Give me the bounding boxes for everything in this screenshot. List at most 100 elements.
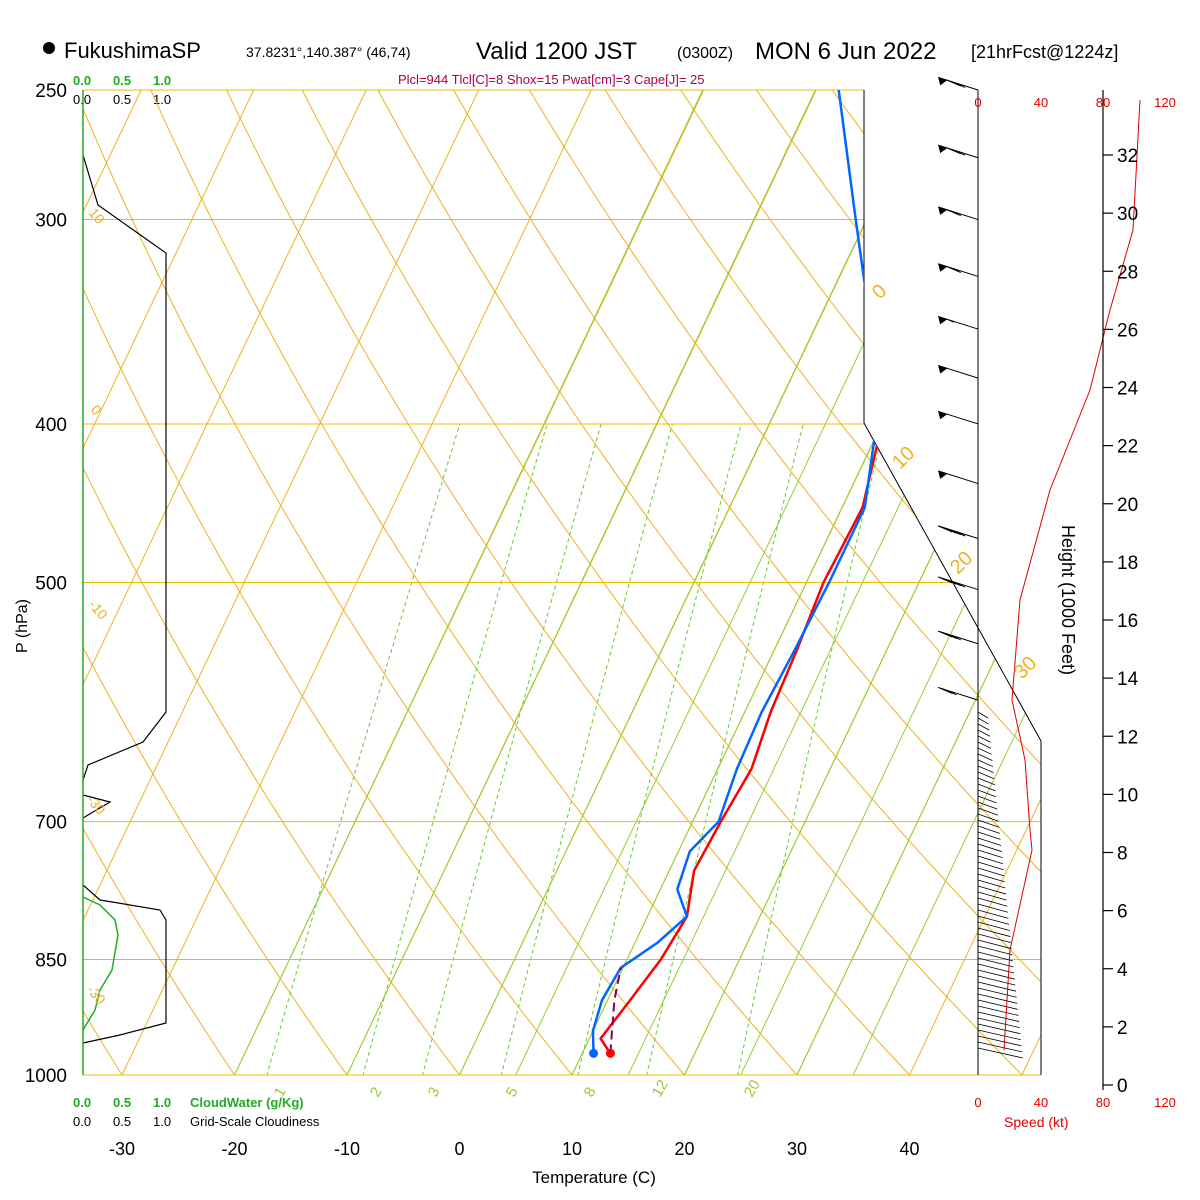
wind-barb-low <box>977 855 1004 865</box>
temperature-tick-label: -20 <box>221 1139 247 1159</box>
speed-line <box>1003 99 1141 1051</box>
cloud-tick: 0.5 <box>113 73 131 88</box>
speed-scale-top: 0 40 80 120 <box>974 95 1175 110</box>
dry-adiabat-line <box>83 90 145 1075</box>
wind-barb-low <box>977 885 1007 895</box>
speed-tick: 120 <box>1154 1095 1176 1110</box>
dewpoint-line <box>591 90 878 1054</box>
wind-barb-feather <box>950 634 959 639</box>
wind-barb-low <box>977 921 1010 931</box>
mixing-ratio-line <box>412 423 602 1075</box>
wind-barb-low <box>977 879 1006 889</box>
wind-barb-low <box>977 867 1005 877</box>
wind-barb-pennant <box>938 316 948 325</box>
wind-barb-low <box>977 963 1015 974</box>
wind-barb-shaft <box>938 206 979 221</box>
adiabat-label: -30 <box>84 792 109 818</box>
wind-barb-shaft <box>938 144 979 159</box>
wind-barb-low <box>977 1011 1020 1022</box>
adiabat-label: 20 <box>946 547 977 578</box>
wind-barb-low <box>977 1041 1023 1053</box>
mixing-ratio-line <box>569 423 742 1075</box>
wind-barb-pennant <box>938 263 948 272</box>
adiabat-label: 30 <box>1010 652 1041 683</box>
cloud-tick: 0.0 <box>73 73 91 88</box>
cloud-tick: 0.0 <box>73 92 91 107</box>
wind-barb-feather <box>950 81 966 88</box>
dry-adiabat-line <box>581 90 1041 1075</box>
dry-adiabat-line <box>439 90 1041 1075</box>
moist-adiabat-line <box>667 90 1041 1075</box>
x-axis-title: Temperature (C) <box>532 1168 656 1187</box>
wind-barb-low <box>977 807 999 816</box>
wind-barb-low <box>977 711 989 719</box>
dry-adiabat-line <box>83 90 259 1075</box>
height-tick-label: 12 <box>1117 727 1138 748</box>
isobars <box>83 89 1042 1076</box>
thermo-grid <box>83 90 1041 1075</box>
wind-barb-low <box>977 1017 1020 1029</box>
temperature-tick-label: 0 <box>454 1139 464 1159</box>
adiabat-label: 0 <box>868 280 891 303</box>
mixing-ratio-line <box>638 423 804 1075</box>
speed-tick: 40 <box>1034 95 1048 110</box>
wind-barb-low <box>977 1029 1022 1041</box>
wind-barb-low <box>977 843 1002 852</box>
dry-adiabat-line <box>794 90 1041 1075</box>
wind-barb-low <box>977 945 1013 956</box>
wind-barb-low <box>977 861 1004 871</box>
isotherm-line <box>83 90 255 1075</box>
wind-barb-low <box>977 873 1005 883</box>
wind-barb-pennant <box>938 411 948 420</box>
wind-barbs <box>937 76 1023 1075</box>
wind-barb-low <box>977 957 1014 968</box>
wind-barb-low <box>977 927 1011 937</box>
cloudiness-label: Grid-Scale Cloudiness <box>190 1114 320 1129</box>
dry-adiabat-line <box>83 90 715 1075</box>
wind-barb-low <box>977 897 1008 907</box>
isotherm-line <box>1021 90 1041 1075</box>
height-tick-label: 10 <box>1117 785 1138 806</box>
mixing-ratio-label: 5 <box>503 1084 522 1100</box>
station-marker <box>43 42 55 54</box>
wind-barb-low <box>977 903 1008 913</box>
height-tick-label: 16 <box>1117 611 1138 632</box>
height-tick-label: 8 <box>1117 844 1128 865</box>
wind-barb-low <box>977 831 1001 840</box>
wind-barb-low <box>977 759 994 767</box>
wind-barb-feather <box>946 266 962 273</box>
wind-barb-low <box>977 951 1013 962</box>
height-tick-label: 30 <box>1117 204 1138 225</box>
station-name: FukushimaSP <box>64 38 201 63</box>
moist-adiabat-line <box>217 90 779 1075</box>
wind-barb-low <box>977 1047 1023 1059</box>
valid-time: Valid 1200 JST <box>476 38 637 65</box>
cloud-profile <box>82 154 167 1044</box>
wind-barb-shaft <box>938 410 979 425</box>
temperature-axis: -30 -20 -10 0 10 20 30 40 <box>109 1139 920 1159</box>
dry-adiabat-line <box>83 90 373 1075</box>
wind-barb-low <box>977 891 1007 901</box>
cloud-scale-bottom-black: 0.0 0.5 1.0 Grid-Scale Cloudiness <box>73 1114 320 1129</box>
height-tick-label: 28 <box>1117 262 1138 283</box>
cloudiness-trace <box>82 794 112 819</box>
moist-adiabat-line <box>723 90 1041 1075</box>
temperature-tick-label: -30 <box>109 1139 135 1159</box>
mixing-ratio-label: 8 <box>581 1084 600 1100</box>
wind-barb-pennant <box>938 145 948 154</box>
parcel-line <box>609 967 622 1054</box>
wind-barb-feather <box>950 148 966 156</box>
wind-barb-low <box>977 981 1017 992</box>
adiabat-label: 10 <box>86 205 108 227</box>
moist-adiabat-line <box>330 90 892 1075</box>
cloud-tick: 0.0 <box>73 1114 91 1129</box>
wind-barb-low <box>977 729 991 737</box>
wind-barb-pennant <box>938 77 948 86</box>
wind-speed-profile <box>1003 99 1141 1051</box>
station-location: 37.8231°,140.387° (46,74) <box>246 44 411 60</box>
height-tick-label: 32 <box>1117 146 1138 167</box>
mixing-ratio-line <box>729 423 886 1075</box>
wind-barb-shaft <box>938 364 979 379</box>
wind-barb-low <box>977 771 995 780</box>
mixing-ratio-line <box>256 423 461 1075</box>
